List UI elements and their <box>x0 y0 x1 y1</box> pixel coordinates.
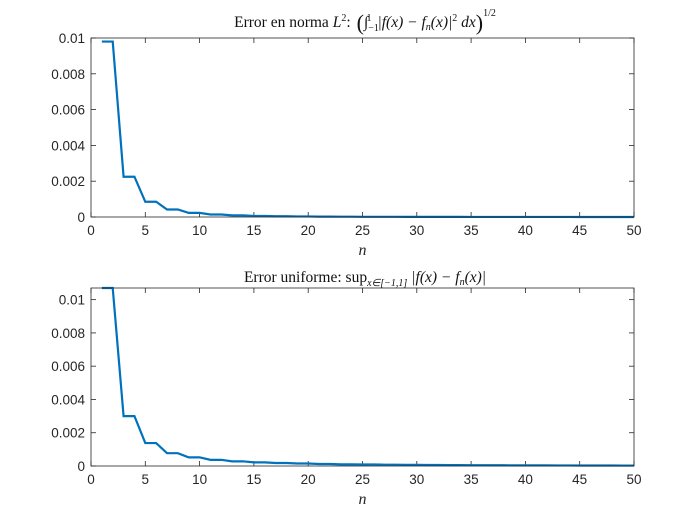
chart-uniform-error: Error uniforme: supx∈[−1,1] |f(x) − fn(x)… <box>51 269 641 508</box>
chart-title: Error uniforme: supx∈[−1,1] |f(x) − fn(x)… <box>244 269 486 289</box>
series-line <box>101 286 634 467</box>
x-axis-label: n <box>359 242 367 259</box>
x-tick-label: 15 <box>246 472 261 487</box>
x-tick-label: 10 <box>192 472 207 487</box>
plot-area <box>90 287 635 467</box>
y-tick-label: 0.004 <box>51 138 85 153</box>
x-tick-label: 0 <box>87 472 95 487</box>
y-tick-label: 0.008 <box>51 67 85 82</box>
chart-title: Error en norma L2: (∫−11 |f(x) − fn(x)|2 d… <box>234 8 496 35</box>
x-tick-label: 30 <box>409 223 424 238</box>
x-axis-label: n <box>359 491 367 508</box>
axis-ticks: 0 5 10 15 20 25 30 35 40 45 50 0 0.002 0.004 0.006 0.00… <box>51 288 642 487</box>
axis-ticks: 0 5 10 15 20 25 30 35 40 45 50 0 0.002 0.004 0.006 0.00… <box>51 31 641 238</box>
y-tick-label: 0.006 <box>51 359 85 374</box>
x-tick-label: 5 <box>142 223 150 238</box>
x-tick-label: 20 <box>301 223 316 238</box>
x-tick-label: 25 <box>355 472 370 487</box>
chart-l2-error: Error en norma L2: (∫−11 |f(x) − fn(x)|2 d… <box>51 8 641 259</box>
x-tick-label: 40 <box>518 223 533 238</box>
x-tick-label: 0 <box>87 223 95 238</box>
y-tick-label: 0.002 <box>51 426 85 441</box>
x-tick-label: 35 <box>464 223 479 238</box>
x-tick-label: 40 <box>518 472 533 487</box>
x-tick-label: 45 <box>572 472 587 487</box>
y-tick-label: 0.008 <box>51 326 85 341</box>
x-tick-label: 20 <box>301 472 316 487</box>
x-tick-label: 5 <box>142 472 150 487</box>
y-tick-label: 0.006 <box>51 103 85 118</box>
y-tick-label: 0.004 <box>51 392 85 407</box>
y-tick-label: 0.01 <box>59 31 85 46</box>
x-tick-label: 15 <box>246 223 261 238</box>
y-tick-label: 0.01 <box>59 293 85 308</box>
x-tick-label: 45 <box>572 223 587 238</box>
series-line <box>101 40 634 219</box>
y-tick-label: 0 <box>77 459 85 474</box>
y-tick-label: 0 <box>77 210 85 225</box>
y-tick-label: 0.002 <box>51 174 85 189</box>
x-tick-label: 35 <box>464 472 479 487</box>
x-tick-label: 50 <box>626 223 641 238</box>
x-tick-label: 25 <box>355 223 370 238</box>
x-tick-label: 50 <box>626 472 641 487</box>
x-tick-label: 30 <box>409 472 424 487</box>
plot-area <box>90 37 635 218</box>
x-tick-label: 10 <box>192 223 207 238</box>
